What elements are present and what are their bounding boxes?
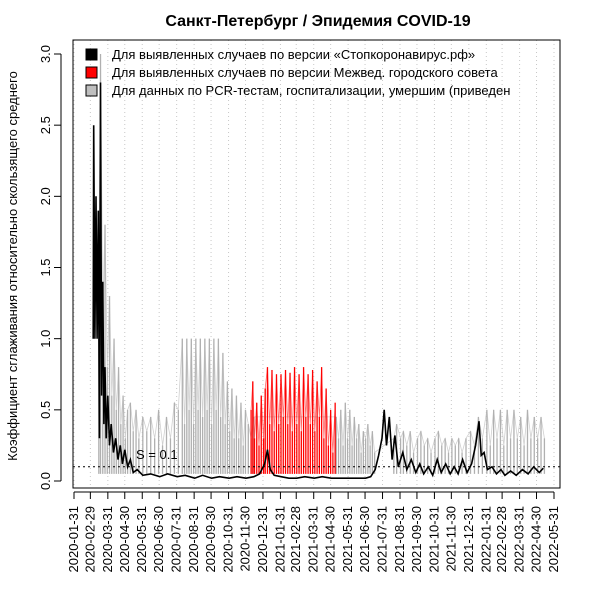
plot-frame (72, 39, 561, 489)
x-tick-label-27: 2022-04-30 (529, 506, 544, 573)
legend-label-1: Для выявленных случаев по версии Межвед.… (112, 65, 498, 80)
x-tick-label-18: 2021-07-31 (375, 506, 390, 573)
y-tick-label-0: 0.0 (38, 472, 53, 490)
x-tick-label-2: 2020-03-31 (100, 506, 115, 573)
y-tick-label-1: 0.5 (38, 401, 53, 419)
chart-title: Санкт-Петербург / Эпидемия COVID-19 (165, 13, 470, 30)
legend-swatch-1 (85, 66, 98, 79)
series-2-line (98, 53, 545, 454)
x-tick-label-6: 2020-07-31 (169, 506, 184, 573)
x-tick-label-21: 2021-10-31 (426, 506, 441, 573)
y-tick-label-5: 2.5 (38, 116, 53, 134)
x-tick-label-12: 2021-01-31 (272, 506, 287, 573)
x-tick-label-17: 2021-06-30 (357, 506, 372, 573)
x-tick-label-25: 2022-02-28 (494, 506, 509, 573)
x-tick-label-0: 2020-01-31 (66, 506, 81, 573)
y-tick-label-3: 1.5 (38, 258, 53, 276)
x-tick-label-10: 2020-11-30 (237, 506, 252, 572)
x-tick-label-14: 2021-03-31 (306, 506, 321, 573)
x-tick-label-26: 2022-03-31 (512, 506, 527, 573)
series-1-line (250, 367, 336, 453)
legend: Для выявленных случаев по версии «Стопко… (85, 47, 510, 98)
y-tick-label-6: 3.0 (38, 45, 53, 63)
x-tick-label-3: 2020-04-30 (117, 506, 132, 573)
x-tick-label-7: 2020-08-31 (186, 506, 201, 573)
y-tick-label-2: 1.0 (38, 330, 53, 348)
x-tick-label-5: 2020-06-30 (151, 506, 166, 573)
x-tick-label-1: 2020-02-29 (82, 506, 97, 573)
x-axis: 2020-01-31 2020-02-29 2020-03-31 2020-04-30… (66, 491, 561, 573)
legend-swatch-2 (85, 84, 98, 97)
x-tick-label-15: 2021-04-30 (323, 506, 338, 573)
series-1 (250, 367, 336, 474)
x-tick-label-19: 2021-08-31 (392, 506, 407, 573)
grid-layer (73, 40, 555, 488)
x-tick-label-20: 2021-09-30 (409, 506, 424, 573)
x-tick-label-8: 2020-09-30 (203, 506, 218, 573)
x-tick-label-4: 2020-05-31 (134, 506, 149, 573)
series-layer (92, 53, 546, 480)
x-tick-label-11: 2020-12-31 (255, 506, 270, 573)
legend-swatch-0 (85, 48, 98, 61)
x-tick-label-24: 2022-01-31 (478, 506, 493, 572)
x-tick-label-23: 2021-12-31 (461, 506, 476, 573)
x-tick-label-22: 2021-11-30 (443, 506, 458, 572)
x-tick-label-13: 2021-02-28 (288, 506, 303, 573)
y-axis: 0.0 0.5 1.0 1.5 2.0 2.5 3.0 (38, 45, 62, 490)
reference-line-label: S = 0.1 (136, 447, 178, 462)
legend-label-0: Для выявленных случаев по версии «Стопко… (112, 47, 475, 62)
series-0-line (92, 82, 544, 480)
legend-label-2: Для данных по PCR-тестам, госпитализации… (112, 83, 510, 98)
y-tick-label-4: 2.0 (38, 187, 53, 205)
y-axis-label: Коэффициент сглаживания относительно ско… (5, 71, 20, 461)
x-tick-label-28: 2022-05-31 (546, 506, 561, 573)
x-tick-label-16: 2021-05-31 (340, 506, 355, 573)
reference-line-layer: S = 0.1 (73, 447, 560, 468)
x-tick-label-9: 2020-10-31 (221, 506, 236, 573)
